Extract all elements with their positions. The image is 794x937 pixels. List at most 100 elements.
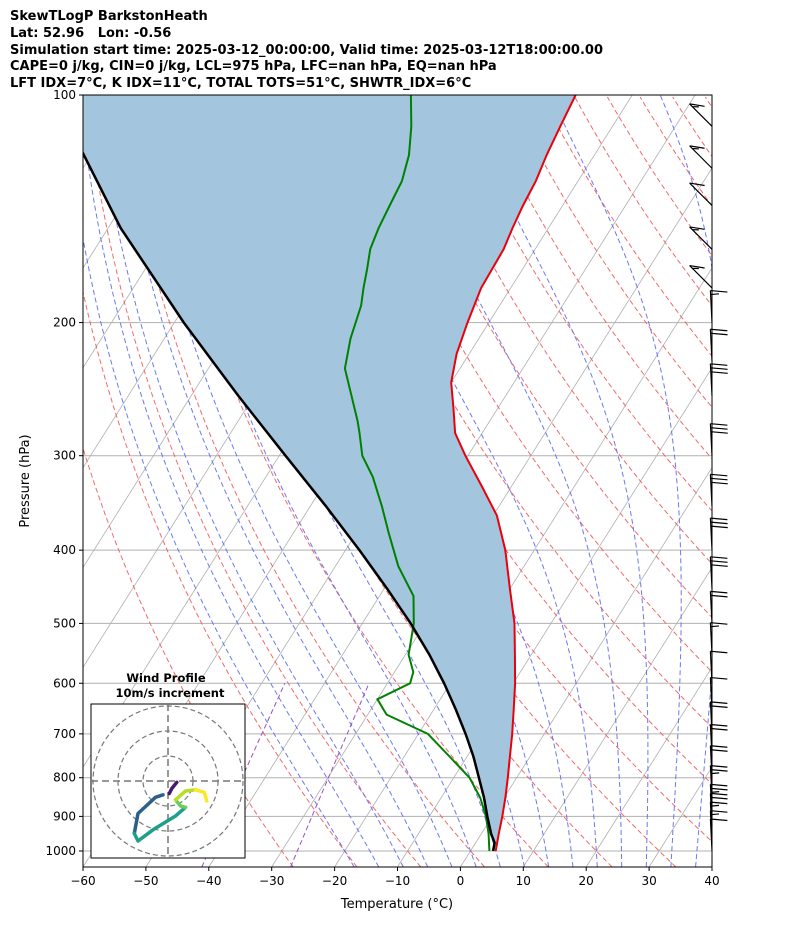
parcel-line xyxy=(83,150,496,852)
isotherm-line xyxy=(271,167,712,867)
isotherm-line xyxy=(460,466,712,867)
profile-lines xyxy=(83,95,577,852)
wind-barb xyxy=(709,517,728,551)
cape-fill xyxy=(83,95,576,851)
wind-barb-flag xyxy=(710,481,728,485)
x-tick-label: −60 xyxy=(70,874,95,888)
wind-barb xyxy=(689,103,713,127)
wind-barb-flag xyxy=(689,226,705,230)
wind-barb-flag xyxy=(689,182,705,187)
wind-barb xyxy=(709,473,728,507)
wind-barb xyxy=(709,810,728,843)
wind-barb-shaft xyxy=(689,226,713,250)
wind-barb xyxy=(709,328,728,362)
wind-barb xyxy=(709,556,728,589)
wind-barb xyxy=(689,264,713,289)
inset-hodograph xyxy=(132,780,209,843)
wind-barb-flag xyxy=(710,745,728,748)
wind-barb-flag xyxy=(710,749,728,752)
wind-barb xyxy=(709,289,728,323)
wind-barb xyxy=(709,818,728,852)
chart-header: SkewTLogP BarkstonHeath Lat: 52.96 Lon: … xyxy=(10,9,603,93)
dry-adiabat xyxy=(411,96,712,565)
wind-barb xyxy=(709,745,728,778)
wind-barb-shaft xyxy=(709,622,713,655)
moist-adiabat xyxy=(720,95,778,867)
inset-rings xyxy=(91,704,245,858)
y-tick-label: 200 xyxy=(53,316,76,330)
isotherm-line xyxy=(0,95,66,867)
wind-barb-flag xyxy=(710,723,728,727)
y-tick-label: 600 xyxy=(53,676,76,690)
dry-adiabat xyxy=(606,96,712,257)
wind-barb-flag xyxy=(710,787,728,791)
wind-barb xyxy=(689,226,713,250)
moist-adiabat xyxy=(116,110,429,867)
x-tick-label: 30 xyxy=(641,874,656,888)
wind-barb-flag xyxy=(710,517,728,521)
y-tick-label: 900 xyxy=(53,809,76,823)
time-text: Simulation start time: 2025-03-12_00:00:… xyxy=(10,42,603,58)
x-axis-ticks: −60 −50 −40 −30 −20 −10 0 10 20 30 40 xyxy=(70,867,720,888)
wind-barb-shaft xyxy=(709,765,713,798)
wind-barb-shaft xyxy=(709,556,713,589)
wind-barb-flag xyxy=(710,594,728,598)
moist-adiabat xyxy=(281,95,574,867)
y-tick-label: 400 xyxy=(53,543,76,557)
wind-barb-shaft xyxy=(689,265,713,289)
wind-barb-shaft xyxy=(709,724,713,757)
chart-title: SkewTLogP BarkstonHeath xyxy=(10,9,208,24)
isotherm-line xyxy=(585,666,712,867)
y-tick-label: 700 xyxy=(53,727,76,741)
dry-adiabat xyxy=(509,96,712,409)
dry-adiabat xyxy=(738,97,794,867)
x-tick-label: −10 xyxy=(385,874,410,888)
wind-barb xyxy=(709,590,728,624)
wind-barb-flag xyxy=(710,792,728,796)
isotherm-line xyxy=(83,95,193,269)
wind-barb xyxy=(709,676,728,710)
wind-barb-flag xyxy=(710,423,728,426)
y-tick-label: 800 xyxy=(53,771,76,785)
wind-barb-flag xyxy=(710,367,728,370)
wind-barb-flag xyxy=(710,801,728,805)
dry-adiabat xyxy=(83,289,358,867)
hodograph-segment xyxy=(132,793,165,836)
x-tick-label: −50 xyxy=(133,874,158,888)
wind-barb-shaft xyxy=(689,103,713,127)
temperature-line xyxy=(450,95,577,852)
dry-adiabat xyxy=(541,96,712,358)
isotherm-line xyxy=(522,566,712,867)
indices-text-1: CAPE=0 j/kg, CIN=0 j/kg, LCL=975 hPa, LF… xyxy=(10,59,497,75)
wind-barb-shaft xyxy=(709,474,713,507)
moist-adiabat xyxy=(100,126,404,867)
x-tick-label: −30 xyxy=(259,874,284,888)
dry-adiabat xyxy=(704,96,712,109)
hodograph-segment xyxy=(173,798,188,810)
dry-adiabat xyxy=(85,96,422,867)
wind-barb-flag xyxy=(710,293,720,296)
wind-barb-flag xyxy=(710,705,728,708)
y-axis-label: Pressure (hPa) xyxy=(18,434,33,527)
wind-barb xyxy=(709,423,728,456)
isotherm-line xyxy=(775,95,794,867)
wind-barb-flag xyxy=(710,363,728,366)
hodograph-segment xyxy=(193,788,209,803)
wind-barb xyxy=(689,182,713,206)
wind-barb-shaft xyxy=(709,701,713,734)
wind-barb-flag xyxy=(710,625,720,628)
wind-barb xyxy=(709,765,728,798)
wind-barb-flag xyxy=(710,371,728,374)
wind-barb-shaft xyxy=(709,677,713,710)
wind-barb-flag xyxy=(710,818,728,822)
indices-text-2: LFT IDX=7°C, K IDX=11°C, TOTAL TOTS=51°C… xyxy=(10,76,472,92)
inset-subtitle: 10m/s increment xyxy=(116,686,225,700)
wind-barb-shaft xyxy=(709,591,713,624)
moist-adiabat xyxy=(458,95,649,867)
wind-barbs xyxy=(689,103,728,852)
moist-adiabat xyxy=(386,95,623,867)
isotherm-line xyxy=(0,95,3,867)
dry-adiabat xyxy=(672,96,712,158)
dry-adiabat xyxy=(476,96,712,460)
wind-barb-flag xyxy=(710,622,728,625)
